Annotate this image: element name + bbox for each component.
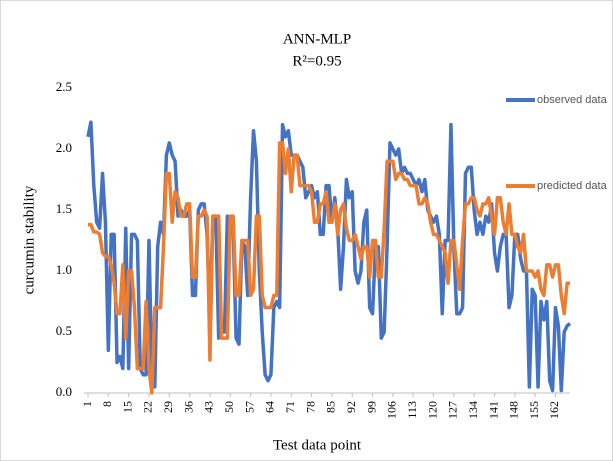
legend-label: predicted data [537,180,608,192]
y-axis-label: curcumin stability [21,185,37,294]
x-tick-label: 148 [507,401,521,419]
y-tick-label: 2.0 [56,140,72,155]
x-tick-label: 120 [425,401,439,419]
x-tick-label: 8 [100,401,114,407]
x-tick-label: 134 [466,401,480,419]
x-tick-label: 43 [202,401,216,413]
x-tick-label: 29 [161,401,175,413]
series-line [86,120,572,393]
x-tick-label: 92 [344,401,358,413]
x-tick-label: 99 [364,401,378,413]
series-line [88,141,570,395]
x-axis-label: Test data point [273,437,362,453]
x-tick-label: 50 [222,401,236,413]
x-tick-label: 85 [324,401,338,413]
x-tick-label: 71 [283,401,297,413]
y-tick-label: 0.0 [56,384,72,399]
x-tick-label: 36 [181,401,195,413]
x-tick-label: 57 [242,401,256,413]
y-tick-label: 2.5 [56,79,72,94]
y-tick-label: 0.5 [56,323,72,338]
y-tick-label: 1.0 [56,262,72,277]
chart-title: ANN-MLP [283,31,351,47]
legend-label: observed data [537,94,608,106]
x-tick-label: 15 [120,401,134,413]
x-tick-label: 127 [446,401,460,419]
chart-subtitle: R²=0.95 [292,53,341,69]
x-tick-label: 113 [405,401,419,419]
x-tick-label: 155 [527,401,541,419]
x-tick-label: 1 [80,401,94,407]
x-tick-label: 64 [263,401,277,413]
y-tick-label: 1.5 [56,201,72,216]
x-tick-label: 22 [141,401,155,413]
x-tick-label: 141 [486,401,500,419]
x-tick-label: 78 [303,401,317,413]
x-tick-label: 162 [547,401,561,419]
x-tick-label: 106 [385,401,399,419]
